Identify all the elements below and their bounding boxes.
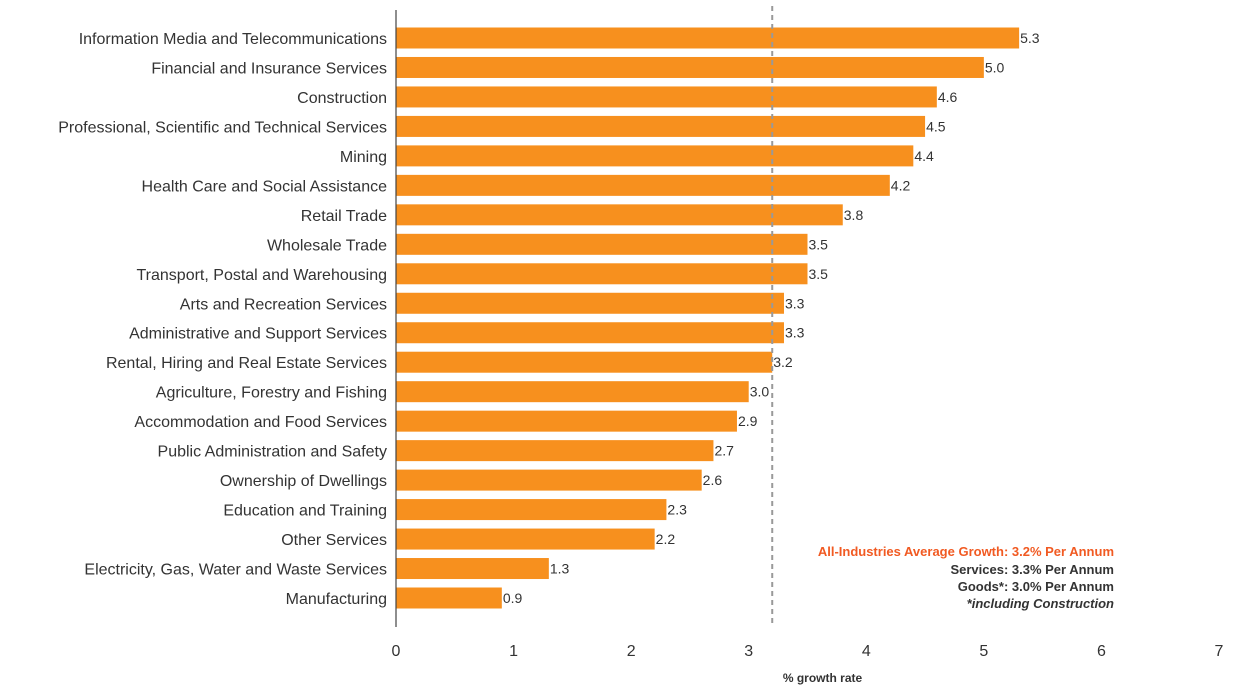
category-label: Agriculture, Forestry and Fishing [156,385,387,402]
value-label: 3.5 [809,236,829,252]
x-tick-label: 1 [509,643,518,660]
value-label: 2.9 [738,413,758,429]
x-tick-label: 5 [979,643,988,660]
category-label: Retail Trade [301,208,387,225]
annotation-note: Goods*: 3.0% Per Annum [958,579,1114,594]
value-label: 2.3 [667,502,687,518]
value-label: 1.3 [550,561,570,577]
annotation-note: Services: 3.3% Per Annum [950,562,1114,577]
value-label: 3.2 [773,354,793,370]
value-label: 2.2 [656,531,676,547]
bar [396,528,655,550]
x-tick-label: 3 [744,643,753,660]
bar [396,204,843,226]
bar [396,27,1020,49]
category-label: Rental, Hiring and Real Estate Services [106,355,387,372]
bar [396,86,937,108]
x-tick-label: 4 [862,643,871,660]
value-label: 5.0 [985,59,1005,75]
category-label: Arts and Recreation Services [180,296,387,313]
category-label: Wholesale Trade [267,237,387,254]
bar [396,558,549,580]
category-label: Administrative and Support Services [129,326,387,343]
value-label: 3.5 [809,266,829,282]
value-label: 0.9 [503,590,523,606]
bar [396,233,808,255]
x-axis-title: % growth rate [783,671,863,685]
axis-group: 0 1 2 3 4 5 6 7 % growth rate [392,10,1224,685]
bar [396,469,702,491]
value-label: 3.0 [750,384,770,400]
labels-group: Information Media and Telecommunications… [58,30,1040,608]
bar [396,381,749,403]
bar [396,56,984,78]
category-label: Mining [340,149,387,166]
average-growth-note: All-Industries Average Growth: 3.2% Per … [818,544,1114,559]
category-label: Transport, Postal and Warehousing [137,267,388,284]
category-label: Financial and Insurance Services [151,60,387,77]
category-label: Electricity, Gas, Water and Waste Servic… [84,562,387,579]
value-label: 5.3 [1020,30,1040,46]
bars-group [396,27,1020,609]
value-label: 3.3 [785,325,805,341]
x-tick-label: 7 [1215,643,1224,660]
value-label: 2.7 [714,443,734,459]
bar [396,440,714,462]
x-tick-label: 6 [1097,643,1106,660]
category-label: Professional, Scientific and Technical S… [58,119,387,136]
category-label: Other Services [281,532,387,549]
value-label: 4.5 [926,118,946,134]
bar [396,292,784,314]
category-label: Education and Training [223,503,387,520]
bar [396,410,737,432]
annotation-group: All-Industries Average Growth: 3.2% Per … [818,544,1114,611]
value-label: 3.3 [785,295,805,311]
x-tick-label: 0 [392,643,401,660]
value-label: 2.6 [703,472,723,488]
annotation-note: *including Construction [967,596,1114,611]
bar [396,263,808,285]
x-tick-label: 2 [627,643,636,660]
value-label: 4.2 [891,177,911,193]
category-label: Accommodation and Food Services [134,414,387,431]
value-label: 3.8 [844,207,864,223]
category-label: Health Care and Social Assistance [142,178,388,195]
value-label: 4.6 [938,89,958,105]
bar [396,351,773,373]
category-label: Public Administration and Safety [158,444,387,461]
category-label: Ownership of Dwellings [220,473,387,490]
category-label: Manufacturing [286,591,387,608]
bar [396,322,784,344]
value-label: 4.4 [914,148,934,164]
bar [396,174,890,196]
bar [396,587,502,609]
category-label: Construction [297,90,387,107]
bar [396,499,667,521]
bar [396,145,914,167]
bar [396,115,926,137]
category-label: Information Media and Telecommunications [79,31,387,48]
